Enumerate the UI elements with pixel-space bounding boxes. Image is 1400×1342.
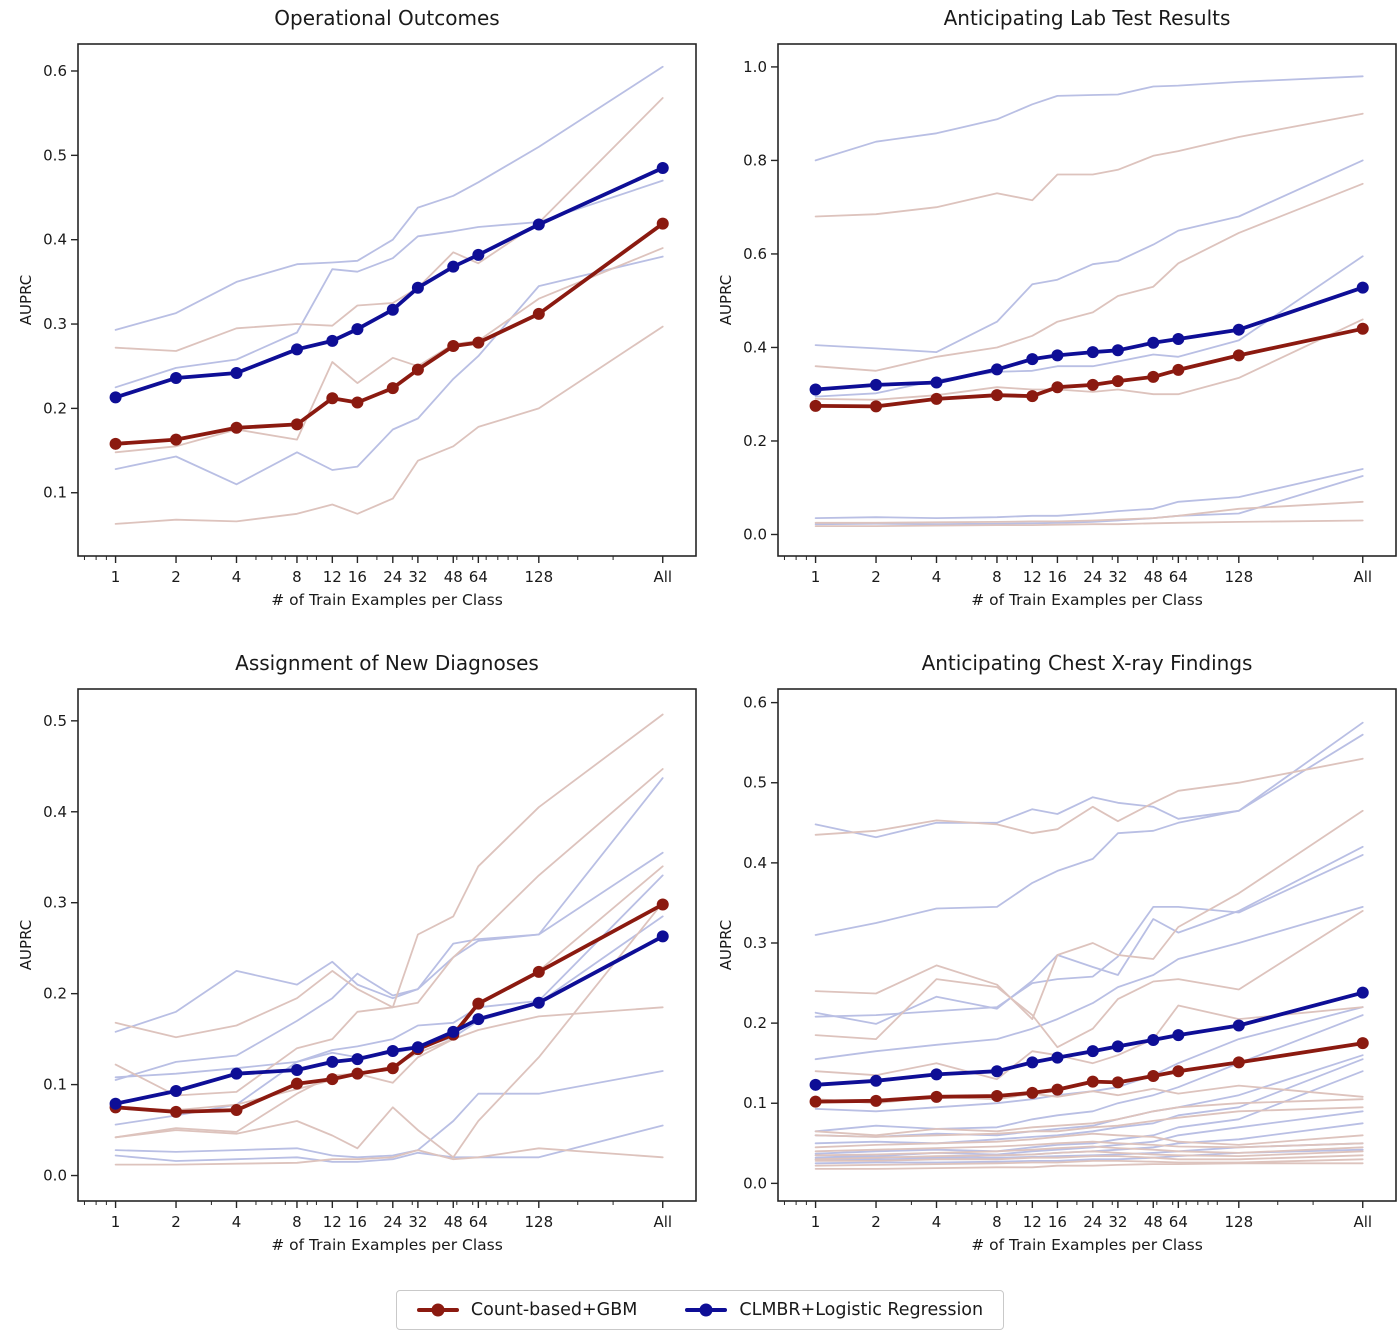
svg-text:64: 64 bbox=[1169, 1213, 1188, 1231]
x-axis-label: # of Train Examples per Class bbox=[271, 591, 503, 609]
svg-text:48: 48 bbox=[444, 1213, 463, 1231]
svg-text:24: 24 bbox=[383, 1213, 402, 1231]
chart-title: Anticipating Lab Test Results bbox=[943, 6, 1231, 30]
svg-text:2: 2 bbox=[871, 568, 881, 586]
svg-text:128: 128 bbox=[1224, 568, 1253, 586]
svg-text:12: 12 bbox=[323, 568, 342, 586]
svg-text:1: 1 bbox=[111, 568, 121, 586]
chart-title: Anticipating Chest X-ray Findings bbox=[921, 651, 1253, 675]
svg-text:0.5: 0.5 bbox=[43, 712, 67, 730]
svg-text:0.2: 0.2 bbox=[743, 1014, 767, 1032]
svg-text:8: 8 bbox=[992, 568, 1002, 586]
svg-text:4: 4 bbox=[232, 568, 242, 586]
svg-text:0.2: 0.2 bbox=[43, 399, 67, 417]
svg-text:24: 24 bbox=[1083, 1213, 1102, 1231]
legend-item-label: CLMBR+Logistic Regression bbox=[739, 1300, 984, 1320]
svg-text:2: 2 bbox=[171, 568, 181, 586]
svg-text:0.1: 0.1 bbox=[743, 1094, 767, 1112]
panel-operational-outcomes: Operational Outcomes AUPRC 0.1 0.2 0.3 0.4 0… bbox=[0, 0, 700, 645]
svg-text:1: 1 bbox=[111, 1213, 121, 1231]
svg-text:1: 1 bbox=[811, 568, 821, 586]
svg-text:1.0: 1.0 bbox=[743, 58, 767, 76]
svg-text:64: 64 bbox=[469, 568, 488, 586]
chart-title: Assignment of New Diagnoses bbox=[235, 651, 539, 675]
plot-canvas: 0.00.20.40.60.81.01 2 4 8 12 16 24 32 48 64 128 All bbox=[743, 43, 1397, 586]
svg-text:0.2: 0.2 bbox=[743, 432, 767, 450]
svg-text:4: 4 bbox=[932, 1213, 942, 1231]
legend-item-count-based-gbm: Count-based+GBM bbox=[416, 1300, 638, 1320]
svg-text:24: 24 bbox=[383, 568, 402, 586]
svg-text:24: 24 bbox=[1083, 568, 1102, 586]
svg-text:0.5: 0.5 bbox=[743, 774, 767, 792]
svg-text:12: 12 bbox=[1023, 1213, 1042, 1231]
svg-text:32: 32 bbox=[408, 568, 427, 586]
svg-text:16: 16 bbox=[348, 1213, 367, 1231]
plot-canvas: 0.00.10.20.30.40.51 2 4 8 12 16 24 32 48 64 128 All bbox=[43, 688, 697, 1231]
legend-item-clmbr-logistic-regression: CLMBR+Logistic Regression bbox=[685, 1300, 983, 1320]
legend: Count-based+GBM CLMBR+Logistic Regressio… bbox=[395, 1290, 1005, 1330]
svg-text:4: 4 bbox=[232, 1213, 242, 1231]
panel-lab-test-results: Anticipating Lab Test Results AUPRC 0.0 0… bbox=[700, 0, 1400, 645]
plot-canvas: 0.00.10.20.30.40.50.61 2 4 8 12 16 24 32 48 64 128… bbox=[743, 688, 1397, 1231]
svg-text:16: 16 bbox=[348, 568, 367, 586]
svg-text:48: 48 bbox=[444, 568, 463, 586]
svg-text:All: All bbox=[653, 568, 672, 586]
svg-text:128: 128 bbox=[1224, 1213, 1253, 1231]
svg-text:128: 128 bbox=[524, 568, 553, 586]
legend-row: Count-based+GBM CLMBR+Logistic Regressio… bbox=[0, 1290, 1400, 1342]
svg-text:32: 32 bbox=[1108, 568, 1127, 586]
svg-text:0.4: 0.4 bbox=[43, 231, 67, 249]
svg-text:0.0: 0.0 bbox=[743, 525, 767, 543]
svg-text:0.4: 0.4 bbox=[43, 803, 67, 821]
svg-text:0.3: 0.3 bbox=[43, 315, 67, 333]
chart-grid: Operational Outcomes AUPRC 0.1 0.2 0.3 0.4 0… bbox=[0, 0, 1400, 1290]
blue-line-marker-icon bbox=[685, 1303, 728, 1317]
x-axis-label: # of Train Examples per Class bbox=[971, 591, 1203, 609]
svg-text:0.1: 0.1 bbox=[43, 1076, 67, 1094]
svg-text:0.0: 0.0 bbox=[743, 1174, 767, 1192]
svg-text:0.1: 0.1 bbox=[43, 484, 67, 502]
svg-text:2: 2 bbox=[171, 1213, 181, 1231]
svg-text:8: 8 bbox=[992, 1213, 1002, 1231]
svg-text:0.4: 0.4 bbox=[743, 338, 767, 356]
svg-text:48: 48 bbox=[1144, 1213, 1163, 1231]
svg-text:0.6: 0.6 bbox=[743, 694, 767, 712]
svg-text:0.8: 0.8 bbox=[743, 151, 767, 169]
x-axis-label: # of Train Examples per Class bbox=[971, 1236, 1203, 1254]
svg-text:64: 64 bbox=[469, 1213, 488, 1231]
svg-text:0.3: 0.3 bbox=[743, 934, 767, 952]
svg-text:8: 8 bbox=[292, 568, 302, 586]
panel-chest-xray-findings: Anticipating Chest X-ray Findings AUPRC … bbox=[700, 645, 1400, 1290]
chart-title: Operational Outcomes bbox=[274, 6, 500, 30]
x-axis-label: # of Train Examples per Class bbox=[271, 1236, 503, 1254]
svg-text:12: 12 bbox=[1023, 568, 1042, 586]
svg-text:32: 32 bbox=[408, 1213, 427, 1231]
svg-text:4: 4 bbox=[932, 568, 942, 586]
svg-text:All: All bbox=[1353, 1213, 1372, 1231]
svg-text:0.6: 0.6 bbox=[743, 245, 767, 263]
svg-text:All: All bbox=[653, 1213, 672, 1231]
svg-text:0.2: 0.2 bbox=[43, 985, 67, 1003]
svg-text:0.6: 0.6 bbox=[43, 62, 67, 80]
panel-new-diagnoses: Assignment of New Diagnoses AUPRC 0.0 0.1… bbox=[0, 645, 700, 1290]
legend-item-label: Count-based+GBM bbox=[470, 1300, 638, 1320]
svg-text:16: 16 bbox=[1048, 568, 1067, 586]
svg-text:0.4: 0.4 bbox=[743, 854, 767, 872]
svg-text:1: 1 bbox=[811, 1213, 821, 1231]
plot-canvas: 0.10.20.30.40.50.61 2 4 8 12 16 24 32 48 64 128 All bbox=[43, 43, 697, 586]
svg-text:0.0: 0.0 bbox=[43, 1167, 67, 1185]
svg-text:48: 48 bbox=[1144, 568, 1163, 586]
svg-text:128: 128 bbox=[524, 1213, 553, 1231]
svg-text:12: 12 bbox=[323, 1213, 342, 1231]
svg-text:All: All bbox=[1353, 568, 1372, 586]
svg-text:16: 16 bbox=[1048, 1213, 1067, 1231]
svg-text:8: 8 bbox=[292, 1213, 302, 1231]
svg-text:0.3: 0.3 bbox=[43, 894, 67, 912]
svg-text:0.5: 0.5 bbox=[43, 146, 67, 164]
svg-text:2: 2 bbox=[871, 1213, 881, 1231]
svg-text:64: 64 bbox=[1169, 568, 1188, 586]
red-line-marker-icon bbox=[416, 1303, 459, 1317]
svg-text:32: 32 bbox=[1108, 1213, 1127, 1231]
